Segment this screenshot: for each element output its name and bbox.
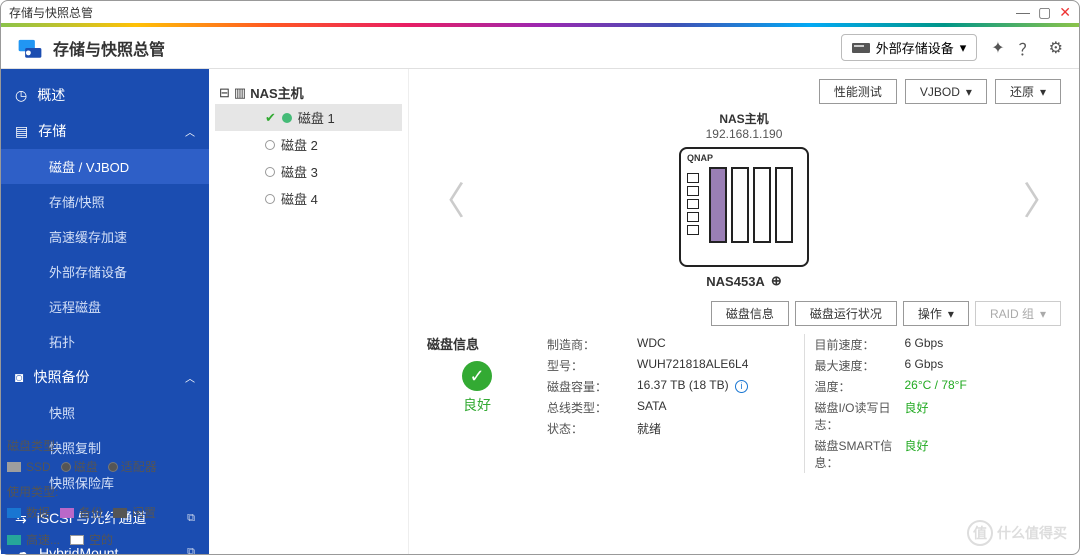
chevron-down-icon: ▾ xyxy=(960,40,967,56)
perf-test-button[interactable]: 性能测试 xyxy=(819,79,897,104)
tree-disk-item[interactable]: ✔ 磁盘 1 xyxy=(215,104,402,131)
zoom-icon[interactable]: ⊕ xyxy=(771,273,782,289)
nav-remote[interactable]: 远程磁盘 xyxy=(1,289,209,324)
external-storage-button[interactable]: 外部存储设备 ▾ xyxy=(841,34,978,61)
settings-wizard-icon[interactable]: ✦ xyxy=(991,38,1004,58)
window-title: 存储与快照总管 xyxy=(9,4,93,21)
nas-icon: ▥ xyxy=(234,85,246,101)
chevron-down-icon: ▾ xyxy=(1040,85,1046,99)
bay-3[interactable] xyxy=(753,167,771,243)
maximize-button[interactable]: ▢ xyxy=(1038,4,1051,21)
raid-group-button: RAID 组▾ xyxy=(975,301,1061,326)
watermark: 值什么值得买 xyxy=(967,520,1067,546)
legend-item: 高速... xyxy=(7,531,60,548)
close-button[interactable]: ✕ xyxy=(1059,4,1071,21)
legend-item: SSD xyxy=(7,460,51,474)
chevron-down-icon: ▾ xyxy=(1040,307,1046,321)
drive-icon xyxy=(852,41,870,55)
chevron-up-icon: ︿ xyxy=(185,370,195,385)
nav-disk-vjbod[interactable]: 磁盘 / VJBOD xyxy=(1,149,209,184)
chevron-up-icon: ︿ xyxy=(185,124,195,139)
collapse-icon: ⊟ xyxy=(219,85,230,101)
info-column-2: 目前速度：6 Gbps最大速度：6 Gbps温度：26°C / 78°F磁盘I/… xyxy=(815,334,1062,473)
chevron-down-icon: ▾ xyxy=(948,307,954,321)
bay-2[interactable] xyxy=(731,167,749,243)
disk-info-button[interactable]: 磁盘信息 xyxy=(711,301,789,326)
legend-disktype-label: 磁盘类型: xyxy=(7,437,199,454)
bay-4[interactable] xyxy=(775,167,793,243)
disk-tree: ⊟ ▥ NAS主机 ✔ 磁盘 1 磁盘 2 磁盘 3 磁盘 4 磁盘类型: SS… xyxy=(209,69,409,554)
legend-item: 数据 xyxy=(7,504,50,521)
next-arrow[interactable]: 〉 xyxy=(1023,170,1061,225)
nav-snapshot-backup[interactable]: ◙快照备份︿ xyxy=(1,359,209,395)
nas-host-label: NAS主机 xyxy=(427,110,1061,127)
info-column-1: 制造商：WDC型号：WUH721818ALE6L4磁盘容量：16.37 TB (… xyxy=(547,334,794,473)
title-bar: 存储与快照总管 — ▢ ✕ xyxy=(1,1,1079,23)
minimize-button[interactable]: — xyxy=(1016,4,1030,20)
bay-1[interactable] xyxy=(709,167,727,243)
disk-status-button[interactable]: 磁盘运行状况 xyxy=(795,301,897,326)
legend-item: 闲置 xyxy=(113,504,156,521)
check-icon: ✓ xyxy=(462,361,492,391)
status-text: 良好 xyxy=(427,395,527,415)
disk-info-title: 磁盘信息 xyxy=(427,334,527,353)
gear-icon[interactable]: ⚙ xyxy=(1049,38,1063,58)
legend-usetype-label: 使用类型: xyxy=(7,483,199,500)
nas-visual: 〈 〉 NAS主机 192.168.1.190 QNAP NAS453A⊕ xyxy=(427,110,1061,289)
storage-icon: ▤ xyxy=(15,123,28,140)
nas-ip: 192.168.1.190 xyxy=(427,127,1061,141)
nav-external[interactable]: 外部存储设备 xyxy=(1,254,209,289)
nav-topology[interactable]: 拓扑 xyxy=(1,324,209,359)
nav-storage[interactable]: ▤存储︿ xyxy=(1,113,209,149)
tree-root[interactable]: ⊟ ▥ NAS主机 xyxy=(215,81,402,104)
vjbod-button[interactable]: VJBOD▾ xyxy=(905,79,987,104)
help-icon[interactable]: ？ xyxy=(1019,36,1035,60)
app-title: 存储与快照总管 xyxy=(53,36,165,60)
legend-item: 空的 xyxy=(70,531,113,548)
tree-disk-item[interactable]: 磁盘 4 xyxy=(215,185,402,212)
app-header: 存储与快照总管 外部存储设备 ▾ ✦ ？ ⚙ xyxy=(1,27,1079,69)
legends: 磁盘类型: SSD 磁盘 适配器 使用类型: 数据备份闲置高速... 空的 xyxy=(7,437,199,548)
device-illustration: QNAP xyxy=(679,147,809,267)
legend-item: 备份 xyxy=(60,504,103,521)
nav-storage-snapshot[interactable]: 存储/快照 xyxy=(1,184,209,219)
model-label: NAS453A⊕ xyxy=(706,273,781,289)
action-button[interactable]: 操作▾ xyxy=(903,301,969,326)
gauge-icon: ◷ xyxy=(15,87,27,104)
prev-arrow[interactable]: 〈 xyxy=(427,170,465,225)
legend-item: 磁盘 xyxy=(61,458,98,475)
chevron-down-icon: ▾ xyxy=(966,85,972,99)
external-storage-label: 外部存储设备 xyxy=(876,38,954,57)
restore-button[interactable]: 还原▾ xyxy=(995,79,1061,104)
tree-disk-item[interactable]: 磁盘 2 xyxy=(215,131,402,158)
legend-item: 适配器 xyxy=(108,458,157,475)
content-pane: 性能测试 VJBOD▾ 还原▾ 〈 〉 NAS主机 192.168.1.190 … xyxy=(409,69,1079,554)
tree-disk-item[interactable]: 磁盘 3 xyxy=(215,158,402,185)
nav-snap[interactable]: 快照 xyxy=(1,395,209,430)
tree-root-label: NAS主机 xyxy=(250,83,303,102)
nav-overview[interactable]: ◷概述 xyxy=(1,77,209,113)
camera-icon: ◙ xyxy=(15,369,23,385)
nav-cache[interactable]: 高速缓存加速 xyxy=(1,219,209,254)
brand-label: QNAP xyxy=(687,153,713,163)
app-icon xyxy=(17,35,43,61)
window-controls: — ▢ ✕ xyxy=(1016,4,1071,21)
